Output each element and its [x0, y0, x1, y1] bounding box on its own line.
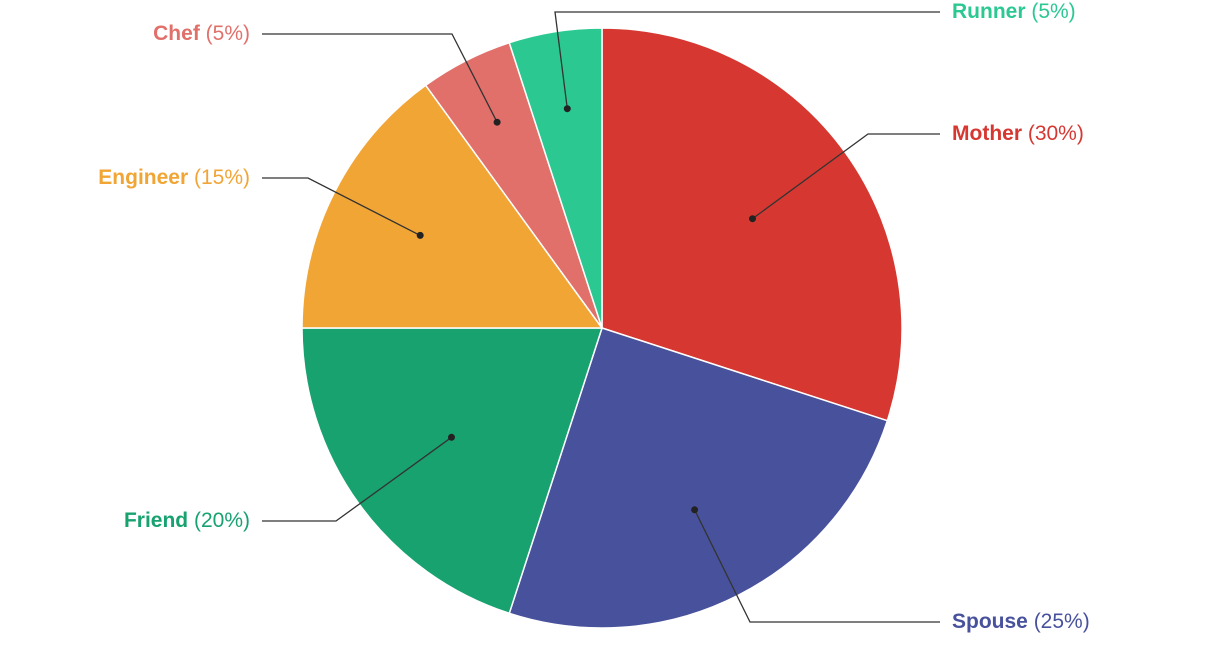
leader-dot-mother: [749, 215, 756, 223]
slice-label-percent: (5%): [1026, 0, 1076, 23]
slice-label-name: Friend: [124, 509, 188, 532]
leader-line-friend: [262, 436, 452, 522]
slice-label-percent: (15%): [188, 166, 250, 189]
slice-label-percent: (30%): [1022, 122, 1084, 145]
slice-labels: Mother (30%) Spouse (25%) Friend (20%) Engi…: [98, 0, 1089, 633]
leader-dot-engineer: [416, 231, 424, 239]
slice-label-percent: (5%): [200, 22, 250, 45]
leader-dot-runner: [563, 105, 571, 113]
slice-label-name: Chef: [153, 22, 201, 45]
leader-dot-chef: [493, 118, 501, 126]
slice-label-name: Spouse: [952, 610, 1028, 633]
slice-label-percent: (20%): [188, 509, 250, 532]
leader-dot-spouse: [691, 506, 699, 514]
leader-lines: [262, 11, 940, 623]
leader-line-runner: [554, 11, 940, 109]
slice-label-chef: Chef (5%): [153, 22, 250, 45]
slice-label-percent: (25%): [1028, 610, 1090, 633]
leader-line-spouse: [694, 509, 940, 623]
slice-label-spouse: Spouse (25%): [952, 610, 1090, 633]
slice-label-friend: Friend (20%): [124, 509, 250, 532]
leader-dot-friend: [448, 433, 455, 441]
slice-label-mother: Mother (30%): [952, 122, 1084, 145]
slice-label-runner: Runner (5%): [952, 0, 1076, 23]
slice-label-name: Mother: [952, 122, 1022, 145]
slice-label-name: Runner: [952, 0, 1026, 23]
pie-slices: [301, 27, 903, 629]
leader-line-chef: [262, 33, 498, 123]
leader-line-engineer: [262, 177, 421, 236]
pie-slice-spouse: [508, 327, 889, 629]
slice-label-engineer: Engineer (15%): [98, 166, 250, 189]
leader-line-mother: [752, 133, 940, 220]
slice-label-name: Engineer: [98, 166, 188, 189]
pie-slice-runner: [508, 27, 603, 329]
